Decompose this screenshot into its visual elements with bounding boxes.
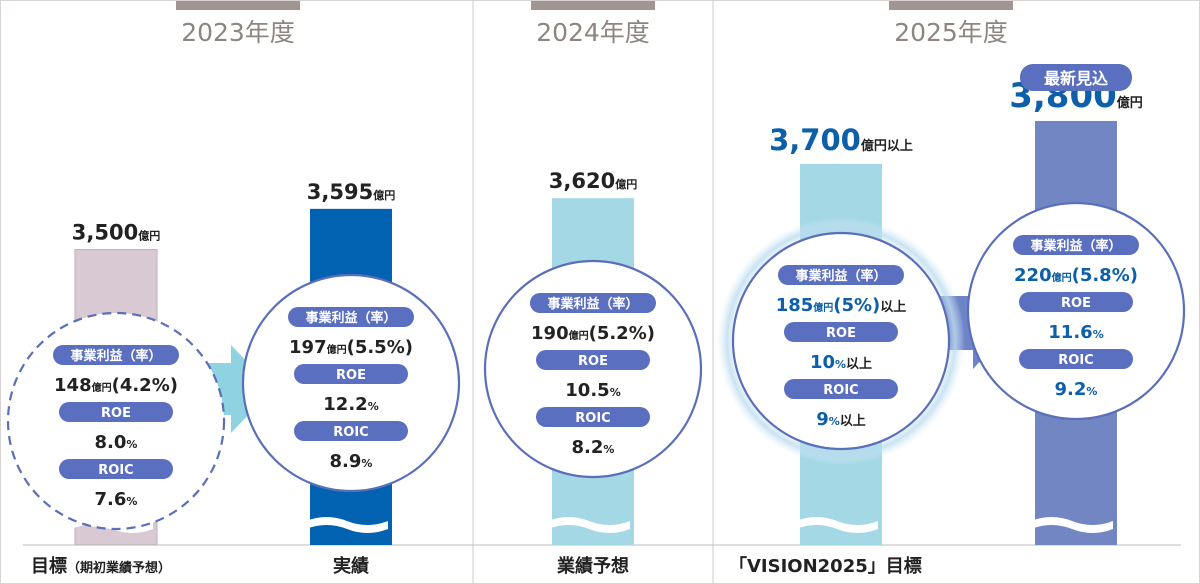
kpi-pill-label: ROE bbox=[101, 406, 131, 421]
roic-value: 9%以上 bbox=[816, 409, 866, 430]
year-tab bbox=[531, 1, 655, 10]
kpi-pill bbox=[53, 345, 179, 365]
bar-value-label: 3,500億円 bbox=[72, 221, 160, 245]
kpi-circle-2: 事業利益（率） 197億円(5.5%) ROE 12.2% ROIC 8.9% bbox=[241, 273, 461, 493]
profit-value: 190億円(5.2%) bbox=[531, 323, 655, 344]
kpi-pill bbox=[294, 421, 408, 441]
kpi-pill bbox=[59, 459, 173, 479]
axis-break-icon bbox=[306, 517, 388, 533]
kpi-pill-label: 事業利益（率） bbox=[70, 348, 161, 364]
bar-value-label: 3,700億円以上 bbox=[769, 123, 913, 157]
kpi-pill bbox=[1013, 235, 1139, 255]
kpi-circle-5: 事業利益（率） 220億円(5.8%) ROE 11.6% ROIC 9.2% bbox=[966, 201, 1186, 421]
axis-break-icon bbox=[548, 517, 630, 533]
kpi-pill bbox=[1019, 292, 1133, 312]
kpi-pill-label: 事業利益（率） bbox=[547, 296, 638, 312]
kpi-circle-1: 事業利益（率） 148億円(4.2%) ROE 8.0% ROIC 7.6% bbox=[6, 311, 226, 531]
kpi-pill-label: ROIC bbox=[98, 463, 133, 478]
kpi-pill bbox=[778, 265, 904, 285]
kpi-pill-label: ROE bbox=[1061, 296, 1091, 311]
kpi-pill-label: ROE bbox=[336, 368, 366, 383]
kpi-pill bbox=[1019, 349, 1133, 369]
latest-badge bbox=[1020, 64, 1132, 91]
kpi-pill-label: ROE bbox=[826, 326, 856, 341]
profit-value: 148億円(4.2%) bbox=[54, 375, 178, 396]
axis-break-icon bbox=[796, 517, 878, 533]
year-label: 2024年度 bbox=[536, 18, 650, 47]
bar-value-label: 3,595億円 bbox=[307, 180, 395, 204]
kpi-pill-label: 事業利益（率） bbox=[1030, 238, 1121, 254]
kpi-pill bbox=[536, 407, 650, 427]
roic-value: 7.6% bbox=[95, 489, 138, 510]
category-label: 「VISION2025」目標 bbox=[729, 555, 922, 577]
kpi-pill-label: ROIC bbox=[333, 425, 368, 440]
roic-value: 8.9% bbox=[330, 451, 373, 472]
kpi-pill bbox=[784, 322, 898, 342]
year-label: 2023年度 bbox=[181, 18, 295, 47]
roe-value: 11.6% bbox=[1048, 322, 1103, 343]
kpi-pill bbox=[294, 364, 408, 384]
roe-value: 8.0% bbox=[95, 432, 138, 453]
profit-value: 197億円(5.5%) bbox=[289, 337, 413, 358]
kpi-pill bbox=[59, 402, 173, 422]
kpi-pill-label: 事業利益（率） bbox=[795, 268, 886, 284]
kpi-pill bbox=[784, 379, 898, 399]
year-tab bbox=[889, 1, 1013, 10]
kpi-pill-label: ROE bbox=[578, 354, 608, 369]
kpi-pill-label: ROIC bbox=[1058, 353, 1093, 368]
kpi-pill bbox=[536, 350, 650, 370]
kpi-pill bbox=[288, 307, 414, 327]
year-tab bbox=[176, 1, 300, 10]
kpi-circle-3: 事業利益（率） 190億円(5.2%) ROE 10.5% ROIC 8.2% bbox=[483, 259, 703, 479]
kpi-circle-4: 事業利益（率） 185億円(5%)以上 ROE 10%以上 ROIC 9%以上 bbox=[717, 217, 965, 465]
roe-value: 10%以上 bbox=[810, 352, 872, 373]
kpi-pill bbox=[530, 293, 656, 313]
kpi-pill-label: 事業利益（率） bbox=[305, 310, 396, 326]
bar-value-label: 3,620億円 bbox=[549, 169, 637, 193]
profit-value: 185億円(5%)以上 bbox=[776, 295, 907, 316]
year-label: 2025年度 bbox=[894, 18, 1008, 47]
kpi-pill-label: ROIC bbox=[575, 411, 610, 426]
axis-break-icon bbox=[1031, 517, 1113, 533]
roic-value: 8.2% bbox=[572, 437, 615, 458]
category-label: 実績 bbox=[333, 555, 369, 577]
latest-badge-label: 最新見込 bbox=[1044, 69, 1108, 88]
category-label: 業績予想 bbox=[556, 555, 629, 577]
roe-value: 12.2% bbox=[323, 394, 378, 415]
roe-value: 10.5% bbox=[565, 380, 620, 401]
category-label: 目標（期初業績予想） bbox=[31, 555, 171, 577]
roic-value: 9.2% bbox=[1055, 379, 1098, 400]
profit-value: 220億円(5.8%) bbox=[1014, 265, 1138, 286]
kpi-pill-label: ROIC bbox=[823, 383, 858, 398]
